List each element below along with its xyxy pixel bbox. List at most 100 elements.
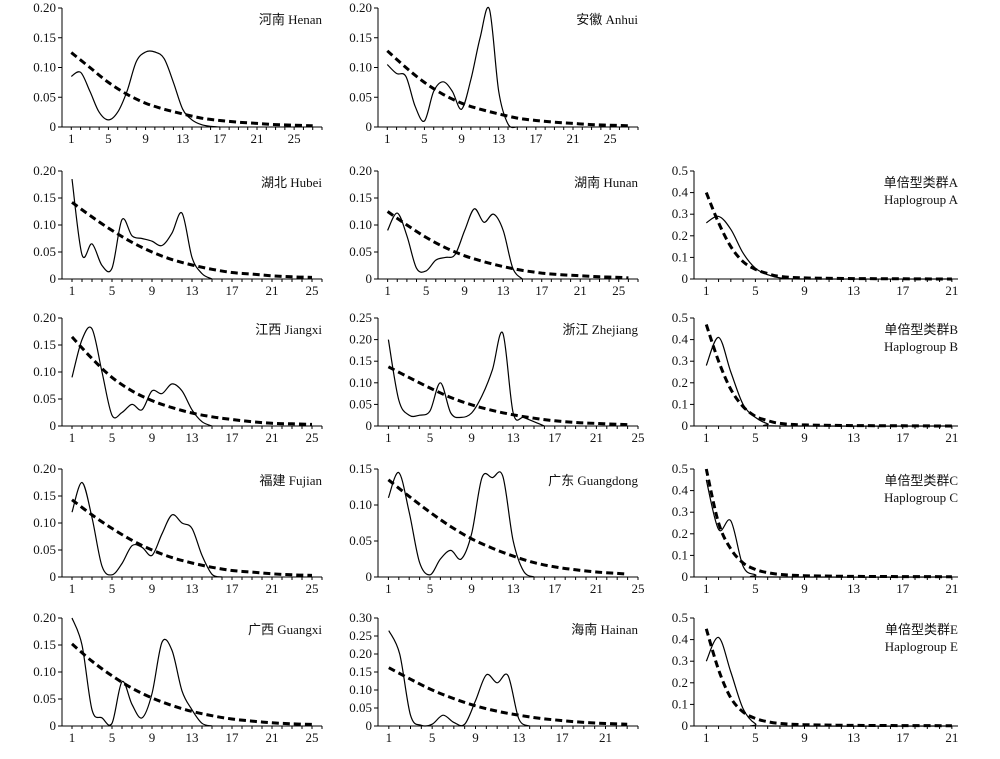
y-tick-label: 0.5 [672,461,688,476]
chart-title: 单倍型类群B [884,322,958,337]
observed-distribution-line [70,50,220,128]
x-tick-label: 13 [497,283,510,298]
x-tick-label: 25 [604,131,617,146]
chart-title: 广东 Guangdong [548,473,638,488]
x-tick-label: 1 [703,283,710,298]
y-tick-label: 0 [682,569,689,584]
observed-distribution-line [387,208,523,280]
expected-distribution-line [71,642,313,726]
x-tick-label: 5 [427,581,434,596]
x-tick-label: 13 [847,730,860,745]
y-tick-label: 0 [50,718,57,733]
x-tick-label: 17 [896,283,910,298]
y-tick-label: 0.3 [672,206,688,221]
y-tick-label: 0 [366,271,373,286]
x-tick-label: 1 [385,430,392,445]
chart-title: 湖南 Hunan [574,175,638,190]
y-tick-label: 0.05 [349,533,372,548]
y-tick-label: 0.10 [33,60,56,75]
y-tick-label: 0 [366,119,373,134]
x-tick-label: 17 [529,131,543,146]
y-tick-label: 0.2 [672,526,688,541]
x-tick-label: 5 [752,730,759,745]
y-tick-label: 0.05 [33,542,56,557]
x-tick-label: 21 [266,430,279,445]
y-tick-label: 0.3 [672,504,688,519]
x-tick-label: 17 [226,430,240,445]
x-tick-label: 17 [896,730,910,745]
x-tick-label: 9 [468,581,475,596]
y-tick-label: 0.10 [349,682,372,697]
y-tick-label: 0.15 [349,30,372,45]
x-tick-label: 13 [492,131,505,146]
y-tick-label: 0.30 [349,610,372,625]
observed-distribution-line [71,179,213,280]
x-tick-label: 9 [458,131,465,146]
y-tick-label: 0.1 [672,547,688,562]
observed-distribution-line [71,481,223,578]
chart-title: 单倍型类群E [885,622,958,637]
chart-title: 福建 Fujian [260,473,323,488]
y-tick-label: 0.05 [349,244,372,259]
observed-distribution-line [71,326,213,427]
y-tick-label: 0.15 [33,488,56,503]
x-tick-label: 5 [752,430,759,445]
expected-distribution-line [386,49,629,128]
x-tick-label: 1 [386,730,393,745]
y-tick-label: 0.2 [672,228,688,243]
expected-distribution-line [388,666,628,726]
expected-distribution-line [386,210,629,280]
x-tick-label: 13 [186,730,199,745]
y-tick-label: 0.10 [33,515,56,530]
x-tick-label: 5 [109,283,116,298]
x-tick-label: 17 [556,730,570,745]
y-tick-label: 0 [682,718,689,733]
y-tick-label: 0.10 [33,664,56,679]
x-tick-label: 1 [69,283,76,298]
y-tick-label: 0.4 [672,332,689,347]
y-tick-label: 0.15 [33,190,56,205]
y-tick-label: 0.15 [349,664,372,679]
y-tick-label: 0.5 [672,610,688,625]
x-tick-label: 1 [703,581,710,596]
x-tick-label: 21 [945,283,958,298]
x-tick-label: 1 [69,581,76,596]
y-tick-label: 0 [682,271,689,286]
x-tick-label: 5 [752,581,759,596]
y-tick-label: 0.3 [672,353,688,368]
y-tick-label: 0.5 [672,163,688,178]
y-tick-label: 0.05 [33,89,56,104]
x-tick-label: 13 [847,581,860,596]
y-tick-label: 0.4 [672,632,689,647]
expected-distribution-line [71,201,313,279]
x-tick-label: 9 [801,283,808,298]
x-tick-label: 21 [945,730,958,745]
observed-distribution-line [386,6,518,129]
y-tick-label: 0.3 [672,653,688,668]
x-tick-label: 5 [105,131,112,146]
x-tick-label: 25 [306,283,319,298]
x-tick-label: 9 [468,430,475,445]
y-tick-label: 0.10 [349,497,372,512]
y-tick-label: 0.10 [349,375,372,390]
x-tick-label: 1 [703,730,710,745]
x-tick-label: 17 [226,283,240,298]
x-tick-label: 21 [945,430,958,445]
y-tick-label: 0 [366,569,373,584]
x-tick-label: 5 [421,131,428,146]
observed-distribution-line [705,636,952,727]
x-tick-label: 21 [567,131,580,146]
y-tick-label: 0.10 [349,60,372,75]
x-tick-label: 25 [306,730,319,745]
x-tick-label: 17 [548,430,562,445]
chart-title: 安徽 Anhui [576,12,638,27]
